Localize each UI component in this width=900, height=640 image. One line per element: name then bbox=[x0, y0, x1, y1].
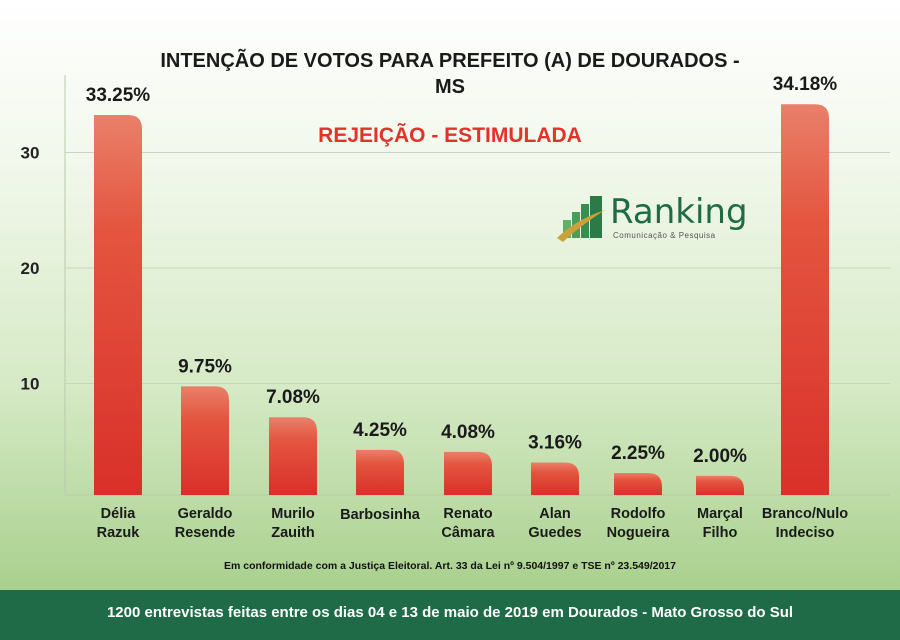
chart-subtitle: REJEIÇÃO - ESTIMULADA bbox=[318, 124, 582, 147]
bar bbox=[781, 104, 829, 495]
x-tick-line: Renato bbox=[443, 506, 492, 522]
x-tick-label: Geraldo Resende bbox=[175, 506, 235, 541]
x-tick-line: Razuk bbox=[97, 525, 141, 541]
legal-note: Em conformidade com a Justiça Eleitoral.… bbox=[224, 560, 676, 572]
x-tick-line: Geraldo bbox=[178, 506, 233, 522]
bar bbox=[531, 462, 579, 495]
bar bbox=[181, 386, 229, 495]
y-tick-label: 30 bbox=[21, 144, 40, 163]
x-tick-line: Rodolfo bbox=[611, 506, 666, 522]
x-tick-line: Marçal bbox=[697, 506, 743, 522]
footer-banner: 1200 entrevistas feitas entre os dias 04… bbox=[0, 590, 900, 640]
bar bbox=[269, 417, 317, 495]
x-tick-label: Marçal Filho bbox=[697, 506, 743, 541]
x-tick-line: Guedes bbox=[528, 525, 581, 541]
x-tick-line: Délia bbox=[101, 506, 137, 522]
data-label: 33.25% bbox=[86, 85, 151, 106]
bar bbox=[444, 451, 492, 495]
x-tick-label: Murilo Zauith bbox=[271, 506, 315, 541]
x-tick-line: Alan bbox=[539, 506, 570, 522]
y-tick-label: 10 bbox=[21, 375, 40, 394]
ranking-logo: Ranking Comunicação & Pesquisa bbox=[555, 190, 748, 245]
x-tick-line: Nogueira bbox=[607, 525, 671, 541]
y-tick-label: 20 bbox=[21, 259, 40, 278]
x-tick-label: Branco/Nulo Indeciso bbox=[762, 506, 848, 541]
bar bbox=[696, 475, 744, 495]
x-tick-line: Murilo bbox=[271, 506, 315, 522]
logo-name: Ranking bbox=[610, 192, 748, 232]
bar bbox=[94, 114, 142, 496]
data-label: 34.18% bbox=[773, 74, 838, 95]
x-tick-line: Indeciso bbox=[776, 525, 835, 541]
x-tick-label: Barbosinha bbox=[340, 507, 421, 523]
x-tick-label: Rodolfo Nogueira bbox=[607, 506, 671, 541]
data-label: 2.25% bbox=[611, 443, 665, 464]
x-tick-line: Câmara bbox=[441, 525, 495, 541]
data-label: 9.75% bbox=[178, 356, 232, 377]
data-label: 3.16% bbox=[528, 433, 582, 454]
x-tick-label: Renato Câmara bbox=[441, 506, 495, 541]
logo-tagline: Comunicação & Pesquisa bbox=[613, 231, 716, 240]
bar bbox=[614, 473, 662, 495]
data-label: 7.08% bbox=[266, 387, 320, 408]
x-tick-label: Alan Guedes bbox=[528, 506, 581, 541]
x-tick-line: Filho bbox=[703, 525, 738, 541]
x-tick-label: Délia Razuk bbox=[97, 506, 141, 541]
data-label: 4.08% bbox=[441, 422, 495, 443]
bar-chart: 10 20 30 33.25% Délia Razuk 9.75% Geraldo Resend… bbox=[21, 74, 890, 541]
logo-bars-icon bbox=[557, 196, 605, 242]
data-label: 2.00% bbox=[693, 446, 747, 467]
x-tick-line: Zauith bbox=[271, 525, 315, 541]
x-tick-line: Branco/Nulo bbox=[762, 506, 848, 522]
data-label: 4.25% bbox=[353, 420, 407, 441]
bar bbox=[356, 449, 404, 495]
x-tick-line: Resende bbox=[175, 525, 235, 541]
x-tick-line: Barbosinha bbox=[340, 507, 421, 523]
chart-title: INTENÇÃO DE VOTOS PARA PREFEITO (A) DE D… bbox=[160, 50, 740, 98]
